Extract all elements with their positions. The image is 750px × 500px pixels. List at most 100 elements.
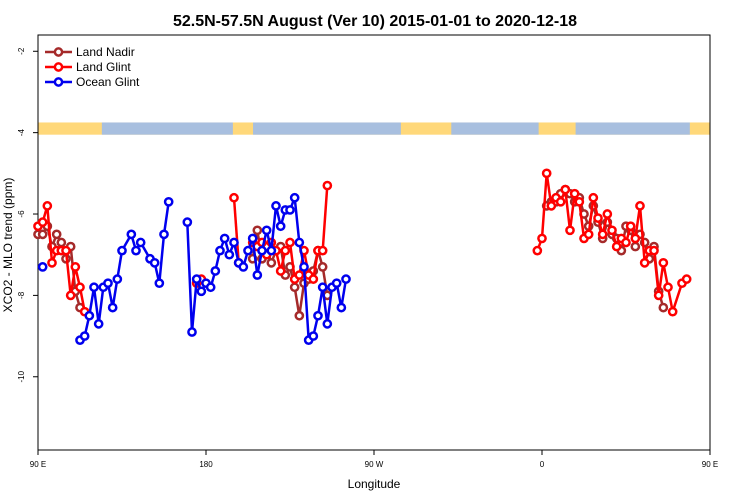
data-point-land-nadir [317, 262, 328, 272]
data-point-land-glint [653, 290, 664, 301]
map-ocean-region [451, 122, 539, 135]
data-point-ocean-glint [79, 331, 90, 341]
data-point-ocean-glint [252, 270, 263, 280]
data-point-land-glint [37, 217, 48, 228]
data-point-land-glint [47, 257, 57, 268]
data-point-land-nadir [266, 257, 277, 268]
data-point-ocean-glint [210, 266, 221, 276]
data-point-land-glint [229, 192, 239, 203]
legend-label: Land Glint [76, 60, 131, 74]
data-point-land-nadir [51, 229, 62, 240]
data-point-ocean-glint [317, 282, 328, 293]
x-tick-label: 90 W [365, 460, 384, 469]
data-point-land-glint [658, 257, 669, 268]
x-tick-label: 0 [540, 460, 545, 469]
data-point-land-glint [602, 209, 613, 219]
data-point-land-glint [546, 201, 557, 211]
data-point-land-glint [607, 225, 617, 236]
data-point-land-glint [574, 196, 585, 207]
data-point-land-nadir [658, 302, 669, 313]
data-point-ocean-glint [224, 249, 235, 260]
data-point-land-nadir [252, 225, 263, 236]
data-point-land-glint [621, 237, 631, 248]
x-tick-label: 180 [199, 460, 213, 469]
x-axis-label: Longitude [348, 477, 401, 491]
data-point-land-glint [565, 225, 575, 236]
data-point-land-nadir [294, 310, 305, 321]
data-point-land-glint [285, 237, 295, 248]
data-point-land-nadir [37, 229, 48, 240]
data-point-land-glint [532, 245, 543, 256]
data-point-land-glint [611, 241, 622, 252]
data-point-land-glint [593, 213, 603, 223]
legend-label: Ocean Glint [76, 75, 140, 89]
data-point-ocean-glint [37, 262, 48, 272]
data-point-ocean-glint [299, 262, 309, 272]
data-point-land-glint [555, 196, 566, 207]
x-tick-label: 90 E [30, 460, 46, 469]
data-point-ocean-glint [261, 225, 272, 236]
map-ocean-region [575, 122, 690, 135]
data-point-land-glint [308, 274, 319, 284]
chart-title: 52.5N-57.5N August (Ver 10) 2015-01-01 t… [173, 13, 577, 30]
data-point-ocean-glint [275, 221, 286, 232]
data-point-land-glint [639, 257, 650, 268]
data-point-land-glint [560, 184, 571, 195]
legend-swatch-marker [53, 77, 64, 87]
data-point-land-glint [630, 233, 641, 244]
data-point-ocean-glint [331, 278, 342, 289]
data-point-land-glint [317, 245, 328, 256]
data-point-land-glint [275, 266, 286, 276]
data-point-land-glint [294, 270, 305, 280]
data-point-ocean-glint [93, 319, 104, 329]
map-strip [38, 122, 710, 135]
x-axis: 90 E 180 90 W 0 90 E [30, 450, 718, 469]
data-point-land-glint [663, 282, 673, 293]
data-point-ocean-glint [205, 282, 216, 293]
data-point-ocean-glint [215, 245, 225, 256]
data-point-land-glint [65, 290, 76, 301]
data-point-land-nadir [630, 241, 641, 252]
data-point-land-glint [541, 168, 552, 179]
y-axis: -2 -4 -6 -8 -10 [17, 47, 38, 383]
legend-item-ocean-glint: Ocean Glint [45, 75, 140, 89]
data-point-ocean-glint [294, 237, 305, 248]
data-point-land-glint [625, 221, 636, 232]
data-point-land-glint [280, 245, 291, 256]
data-point-land-glint [537, 233, 547, 244]
data-point-land-glint [61, 245, 71, 256]
map-ocean-region [253, 122, 401, 135]
data-point-land-glint [322, 180, 333, 191]
y-tick-label: -2 [17, 47, 26, 55]
data-point-land-glint [681, 274, 692, 284]
data-point-ocean-glint [196, 286, 207, 297]
legend-swatch-marker [53, 47, 64, 57]
data-point-ocean-glint [285, 205, 295, 215]
data-point-ocean-glint [103, 278, 113, 289]
series-ocean-glint [37, 192, 351, 345]
x-tick-label: 90 E [702, 460, 718, 469]
data-point-ocean-glint [271, 201, 281, 211]
y-tick-label: -4 [17, 129, 26, 137]
series-line-land-glint [232, 197, 240, 263]
data-point-ocean-glint [84, 310, 95, 321]
data-point-ocean-glint [308, 331, 319, 341]
legend-item-land-glint: Land Glint [45, 60, 131, 74]
data-point-land-glint [649, 245, 659, 256]
data-point-ocean-glint [336, 302, 347, 313]
data-point-land-glint [569, 188, 580, 199]
data-point-ocean-glint [238, 262, 249, 272]
data-point-ocean-glint [182, 217, 193, 228]
data-point-ocean-glint [243, 245, 253, 256]
data-point-ocean-glint [219, 233, 230, 244]
data-point-land-nadir [56, 237, 67, 248]
data-point-ocean-glint [149, 257, 160, 268]
data-point-ocean-glint [322, 319, 333, 329]
data-point-ocean-glint [154, 278, 165, 289]
data-point-land-glint [42, 201, 53, 211]
data-point-ocean-glint [313, 310, 323, 321]
y-axis-label: XCO2 - MLO trend (ppm) [1, 178, 15, 313]
data-point-ocean-glint [117, 245, 127, 256]
